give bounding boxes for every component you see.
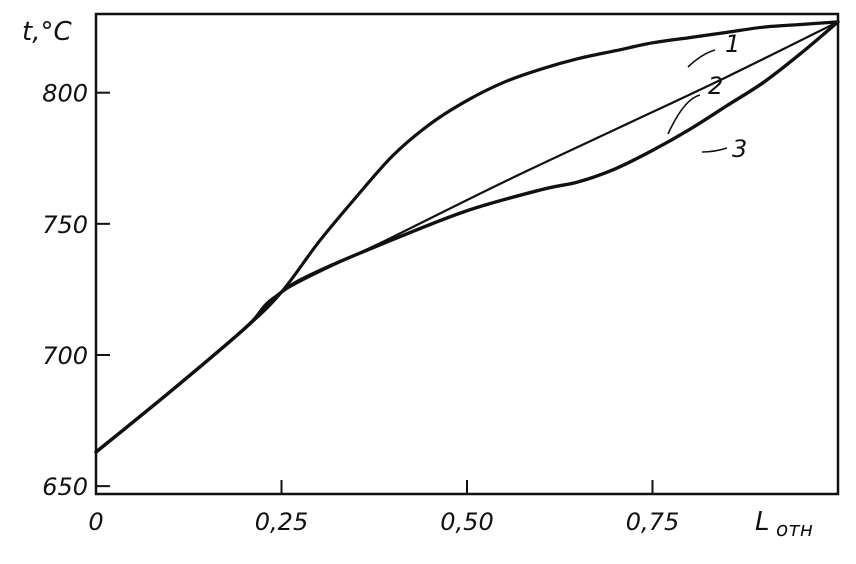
y-tick-label: 750 (42, 211, 88, 239)
y-tick-label: 700 (42, 342, 88, 370)
curve-1-leader (687, 49, 716, 68)
x-tick-label: 0,50 (440, 508, 493, 536)
y-tick-label: 650 (42, 473, 88, 501)
x-axis-title: L (755, 507, 770, 537)
x-tick-label: 0,75 (626, 508, 679, 536)
x-tick-label: 0 (88, 508, 103, 536)
curve-labels: 12 3 (667, 30, 747, 163)
y-axis-title: t,°C (22, 17, 72, 47)
curve-2 (94, 20, 840, 454)
plot-frame (94, 12, 840, 496)
curve-2-label: 2 (708, 72, 723, 100)
curve-1 (94, 20, 840, 454)
curve-1-label: 1 (725, 30, 740, 58)
x-tick-label: 0,25 (255, 508, 308, 536)
x-ticks: 0 0,25 0,50 0,75 (88, 480, 679, 536)
curves (94, 20, 840, 454)
x-axis-title-subscript: отн (776, 517, 813, 541)
curve-2-leader (667, 94, 701, 135)
y-tick-label: 800 (42, 80, 88, 108)
y-ticks: 650 700 750 800 (42, 80, 110, 501)
curve-3-leader (701, 147, 728, 153)
curve-3 (94, 20, 840, 454)
curve-3-label: 3 (732, 135, 747, 163)
